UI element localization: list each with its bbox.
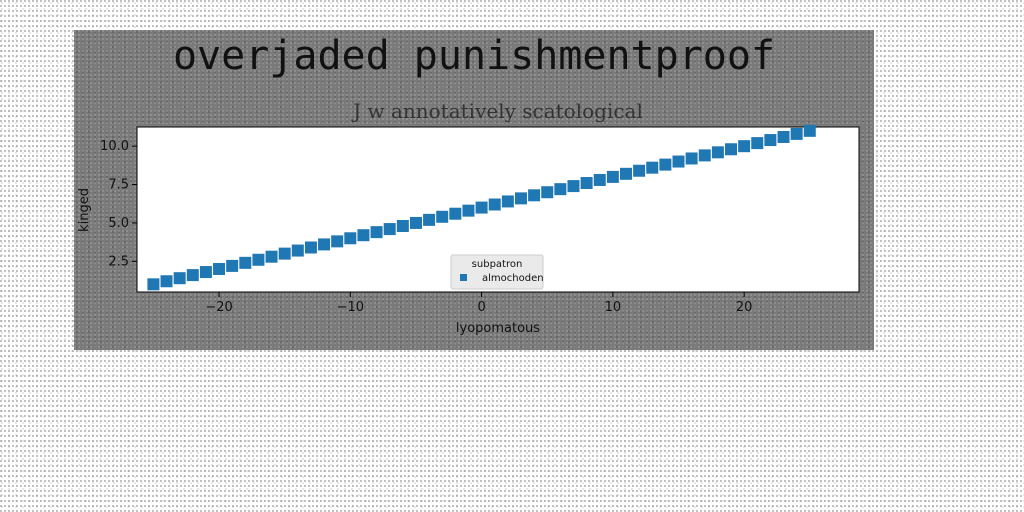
data-point — [514, 192, 527, 205]
data-point — [475, 201, 488, 214]
x-tick-label: 0 — [477, 300, 485, 315]
data-point — [633, 164, 646, 177]
data-point — [462, 204, 475, 217]
data-point — [449, 207, 462, 220]
y-tick-label: 10.0 — [100, 139, 129, 154]
data-point — [488, 198, 501, 211]
x-axis-label: lyopomatous — [456, 321, 540, 336]
x-axis-ticks: −20 −10 0 10 20 — [205, 292, 752, 315]
x-tick-label: 20 — [736, 300, 753, 315]
data-point — [725, 143, 738, 156]
y-axis-label: kinged — [77, 188, 92, 232]
data-point — [554, 183, 567, 196]
data-point — [672, 155, 685, 168]
data-point — [501, 195, 514, 208]
data-point — [606, 170, 619, 183]
y-tick-label: 7.5 — [108, 178, 129, 193]
data-point — [226, 259, 239, 272]
data-point — [541, 186, 554, 199]
data-point — [186, 269, 199, 282]
x-tick-label: −20 — [205, 300, 232, 315]
data-point — [344, 232, 357, 245]
legend-box — [450, 254, 544, 290]
figure-panel: overjaded punishmentproof J w annotative… — [74, 30, 874, 350]
data-point — [252, 253, 265, 266]
data-point — [173, 272, 186, 285]
data-point — [685, 152, 698, 165]
data-point — [567, 180, 580, 193]
data-point — [790, 127, 803, 140]
data-point — [580, 177, 593, 190]
x-tick-label: 10 — [605, 300, 622, 315]
data-point — [331, 235, 344, 248]
data-point — [711, 146, 724, 159]
data-point — [239, 256, 252, 269]
data-point — [278, 247, 291, 260]
data-point — [528, 189, 541, 202]
data-point — [698, 149, 711, 162]
data-point — [160, 275, 173, 288]
data-point — [646, 161, 659, 174]
data-point — [383, 223, 396, 236]
data-point — [318, 238, 331, 251]
data-point — [199, 266, 212, 279]
chart-title: J w annotatively scatological — [351, 99, 643, 123]
y-axis-ticks: 2.5 5.0 7.5 10.0 — [100, 139, 137, 269]
data-point — [738, 140, 751, 153]
data-point — [423, 213, 436, 226]
data-point — [764, 134, 777, 147]
data-point — [751, 137, 764, 150]
figure-title: overjaded punishmentproof — [172, 33, 776, 79]
data-point — [265, 250, 278, 263]
data-point — [803, 124, 816, 137]
chart: J w annotatively scatological −20 −10 0 10 2… — [77, 99, 860, 336]
data-point — [291, 244, 304, 257]
data-point — [619, 167, 632, 180]
data-point — [304, 241, 317, 254]
data-point — [436, 210, 449, 223]
scatter-points — [147, 124, 816, 291]
x-tick-label: −10 — [337, 300, 364, 315]
data-point — [213, 262, 226, 275]
legend: subpatron almochoden — [450, 254, 544, 290]
data-point — [409, 216, 422, 229]
data-point — [357, 229, 370, 242]
data-point — [659, 158, 672, 171]
legend-label-almochoden: almochoden — [482, 273, 544, 284]
data-point — [396, 220, 409, 232]
data-point — [777, 130, 790, 143]
legend-title: subpatron — [472, 259, 523, 270]
legend-marker-almochoden — [460, 274, 467, 281]
y-tick-label: 2.5 — [108, 254, 129, 269]
data-point — [147, 278, 160, 291]
data-point — [593, 173, 606, 186]
y-tick-label: 5.0 — [108, 216, 129, 231]
data-point — [370, 226, 383, 239]
